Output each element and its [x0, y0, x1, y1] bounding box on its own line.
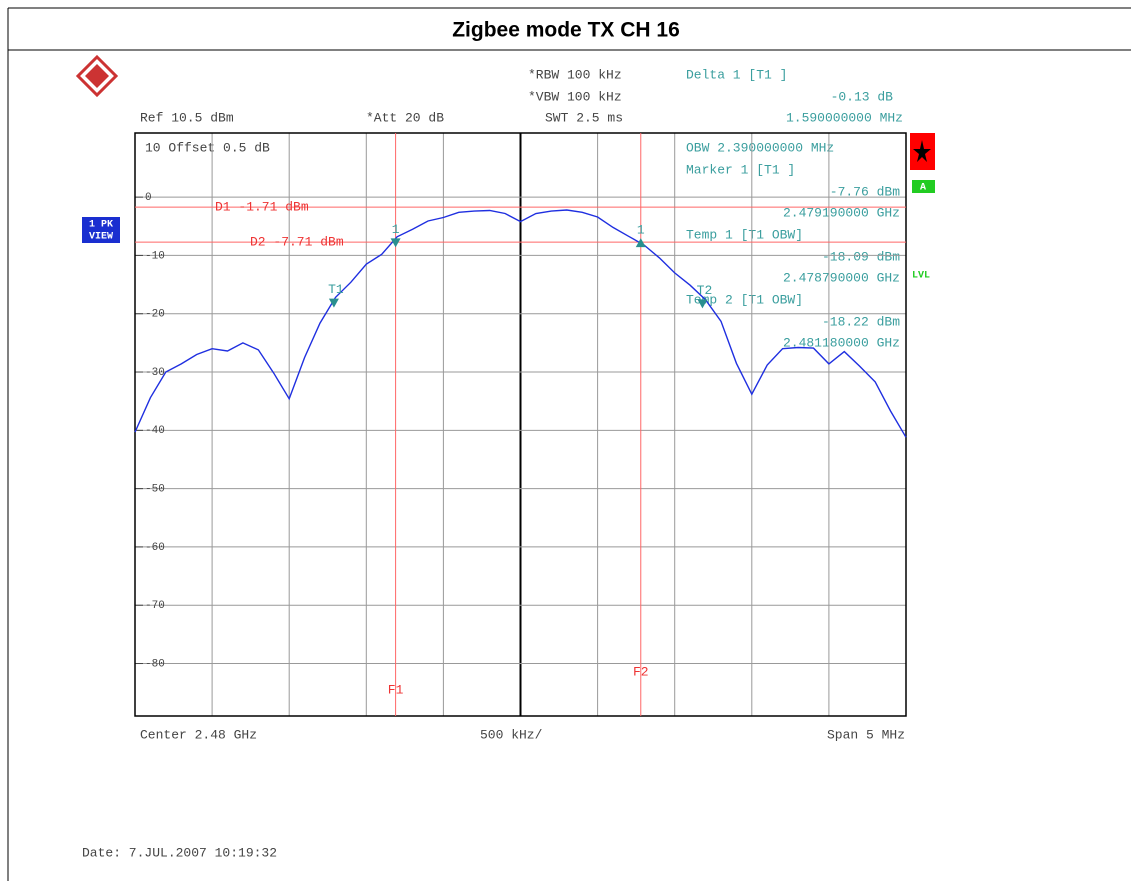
- temp1-level: -18.09 dBm: [822, 249, 900, 264]
- plot: 0 -10 -20 -30 -40 -50 -60 -70 -80 D1 -1.71 dBm D2 …: [134, 132, 907, 717]
- trace-a: A: [920, 183, 926, 194]
- status-a: [912, 180, 935, 193]
- trace: [134, 209, 907, 438]
- y-tick-label: -80: [145, 658, 165, 670]
- lvl: LVL: [912, 271, 930, 282]
- star-icon: [913, 140, 931, 162]
- offset: 10 Offset 0.5 dB: [145, 140, 270, 155]
- y-tick-label: -60: [145, 542, 165, 554]
- display-label: D1 -1.71 dBm: [215, 200, 309, 215]
- logo: [75, 54, 119, 98]
- marker-label: 1: [637, 223, 645, 238]
- rbw: *RBW 100 kHz: [528, 67, 622, 82]
- vbw: *VBW 100 kHz: [528, 89, 622, 104]
- marker-freq: 2.479190000 GHz: [783, 205, 900, 220]
- y-tick-label: -10: [145, 250, 165, 262]
- marker-label: T1: [328, 282, 344, 297]
- marker-label: 1: [392, 222, 400, 237]
- div: 500 kHz/: [480, 727, 543, 742]
- span: Span 5 MHz: [827, 727, 905, 742]
- frequency-label: F2: [633, 664, 649, 679]
- marker: [328, 298, 339, 308]
- obw: OBW 2.390000000 MHz: [686, 140, 834, 155]
- marker-head: Marker 1 [T1 ]: [686, 162, 795, 177]
- delta-freq: 1.590000000 MHz: [786, 110, 903, 125]
- y-tick-label: -40: [145, 425, 165, 437]
- temp1-freq: 2.478790000 GHz: [783, 270, 900, 285]
- temp1-head: Temp 1 [T1 OBW]: [686, 227, 803, 242]
- marker: [635, 238, 646, 248]
- marker-level: -7.76 dBm: [830, 184, 900, 199]
- temp2-freq: 2.481180000 GHz: [783, 335, 900, 350]
- temp2-head: Temp 2 [T1 OBW]: [686, 292, 803, 307]
- trace-mode: 1 PK: [89, 220, 113, 231]
- swt: SWT 2.5 ms: [545, 110, 623, 125]
- center: Center 2.48 GHz: [140, 727, 257, 742]
- plot-frame: [134, 132, 907, 717]
- title: Zigbee mode TX CH 16: [452, 19, 680, 42]
- delta-level: -0.13 dB: [831, 89, 894, 104]
- y-tick-label: -50: [145, 484, 165, 496]
- frequency-label: F1: [388, 682, 404, 697]
- ref: Ref 10.5 dBm: [140, 110, 234, 125]
- delta-head: Delta 1 [T1 ]: [686, 67, 787, 82]
- y-tick-label: 0: [145, 192, 152, 204]
- marker: [390, 238, 401, 248]
- att: *Att 20 dB: [366, 110, 444, 125]
- marker: [697, 299, 708, 309]
- marker-label: T2: [697, 283, 713, 298]
- y-tick-label: -20: [145, 309, 165, 321]
- display-label: D2 -7.71 dBm: [250, 235, 344, 250]
- temp2-level: -18.22 dBm: [822, 314, 900, 329]
- trace-badge: [82, 217, 120, 243]
- trace-view: VIEW: [89, 232, 113, 243]
- y-tick-label: -30: [145, 367, 165, 379]
- y-tick-label: -70: [145, 600, 165, 612]
- date: Date: 7.JUL.2007 10:19:32: [82, 845, 277, 860]
